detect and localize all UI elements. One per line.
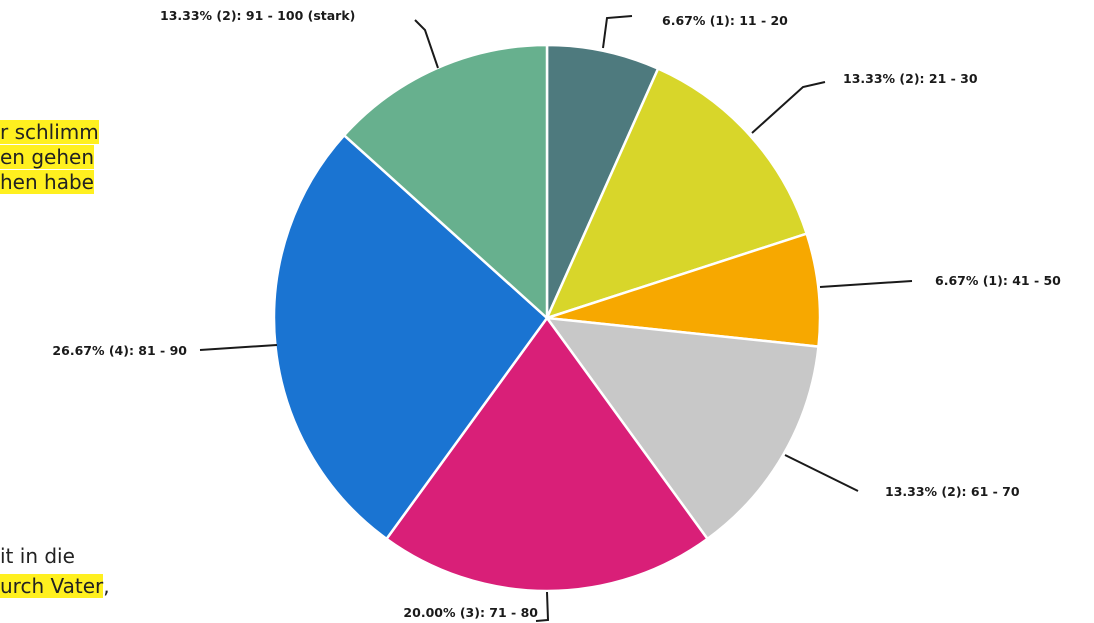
slice-label: 13.33% (2): 61 - 70	[885, 484, 1020, 499]
pie-slice	[384, 315, 710, 593]
leader-line	[751, 81, 826, 134]
side-text-bottom: it in die urch Vater,	[0, 541, 110, 601]
slice-label: 13.33% (2): 21 - 30	[843, 71, 978, 86]
pie-slices	[272, 43, 822, 593]
slice-label: 6.67% (1): 41 - 50	[935, 273, 1061, 288]
leader-line	[199, 344, 278, 351]
pie-slice	[545, 43, 660, 319]
pie-slice	[544, 66, 809, 321]
slice-label: 13.33% (2): 91 - 100 (stark)	[160, 8, 355, 23]
side-text-line: it in die	[0, 544, 75, 568]
pie-slice	[272, 133, 549, 541]
leader-lines	[199, 15, 913, 622]
leader-line	[784, 454, 859, 492]
leader-line	[414, 19, 439, 69]
leader-line	[819, 280, 913, 288]
slice-label: 6.67% (1): 11 - 20	[662, 13, 788, 28]
side-text-line: urch Vater	[0, 574, 104, 598]
slice-label: 20.00% (3): 71 - 80	[403, 605, 538, 620]
pie-slice	[546, 232, 822, 348]
side-text-line: ,	[103, 574, 110, 598]
slice-label: 26.67% (4): 81 - 90	[52, 343, 187, 358]
slice-labels: 6.67% (1): 11 - 20 13.33% (2): 21 - 30 6.6…	[52, 8, 1061, 620]
leader-line	[535, 591, 550, 622]
pie-slice	[342, 43, 549, 321]
side-text-line: en gehen	[0, 145, 94, 169]
side-text-top: r schlimm en gehen hen habe	[0, 120, 99, 195]
side-text-line: hen habe	[0, 170, 94, 194]
pie-slice	[544, 316, 820, 541]
leader-line	[602, 15, 633, 49]
side-text-line: r schlimm	[0, 120, 99, 144]
